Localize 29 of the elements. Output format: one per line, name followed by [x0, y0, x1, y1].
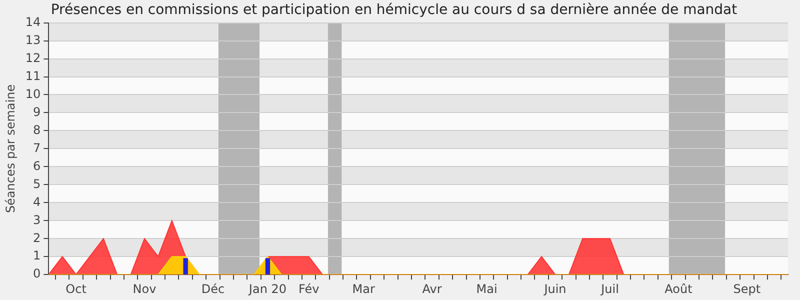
y-tick-label: 5	[33, 176, 41, 191]
x-tick-label: Sept	[733, 282, 761, 296]
chart-title: Présences en commissions et participation en hémicycle au cours d sa dernière année de mandat	[50, 2, 738, 18]
y-tick-label: 1	[33, 248, 41, 263]
x-tick-label: Oct	[66, 282, 87, 296]
y-tick-label: 4	[33, 194, 41, 209]
y-tick-label: 6	[33, 158, 41, 173]
y-tick-label: 9	[33, 104, 41, 119]
x-tick-label: Nov	[132, 282, 156, 296]
x-tick-label: Jan 20	[248, 282, 287, 296]
x-tick-label: Juin	[543, 282, 566, 296]
x-tick-label: Août	[664, 282, 693, 296]
x-tick-label: Avr	[422, 282, 442, 296]
y-tick-label: 8	[33, 122, 41, 137]
x-tick-label: Mar	[352, 282, 375, 296]
x-tick-label: Juil	[600, 282, 619, 296]
x-tick-label: Fév	[298, 282, 320, 296]
y-tick-label: 7	[33, 140, 41, 155]
x-tick-label: Déc	[201, 282, 225, 296]
y-tick-label: 10	[25, 86, 41, 101]
y-tick-label: 14	[25, 14, 41, 29]
y-tick-label: 13	[25, 32, 41, 47]
y-tick-label: 3	[33, 212, 41, 227]
y-tick-label: 2	[33, 230, 41, 245]
y-axis-title: Séances par semaine	[3, 84, 18, 214]
x-tick-label: Mai	[476, 282, 498, 296]
y-tick-label: 12	[25, 50, 41, 65]
y-tick-label: 11	[25, 68, 41, 83]
y-tick-label: 0	[33, 266, 41, 281]
